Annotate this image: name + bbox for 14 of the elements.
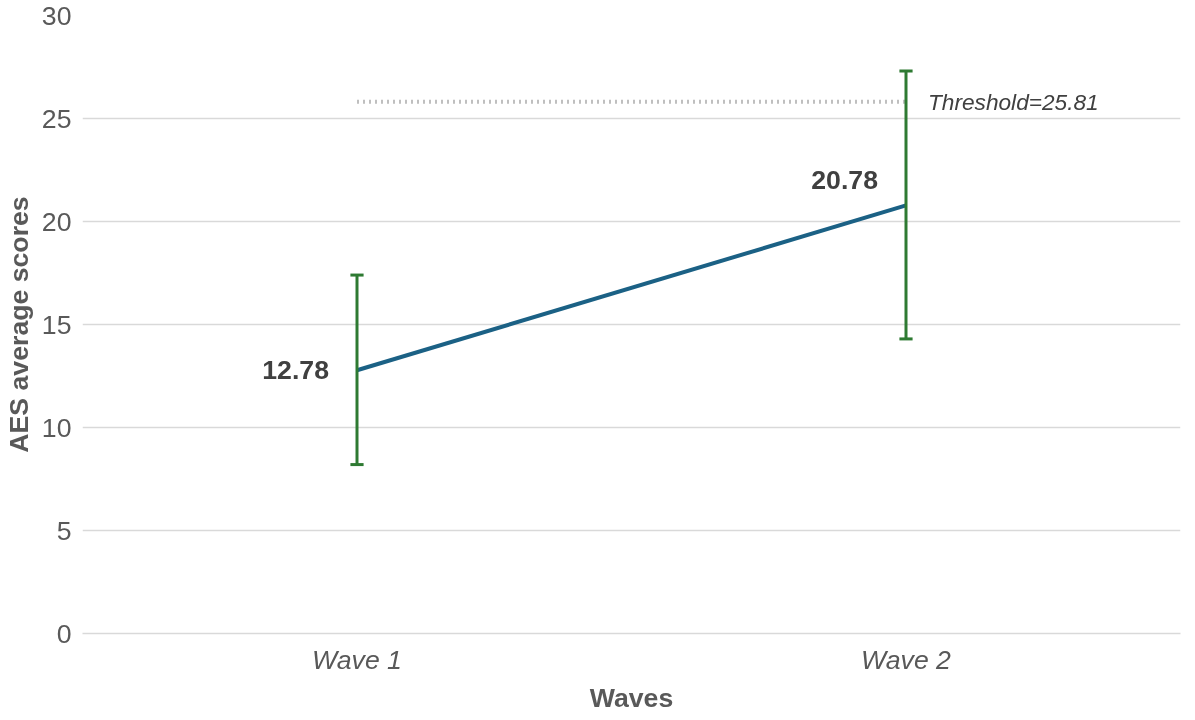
x-tick-label: Wave 1 xyxy=(312,644,402,675)
y-tick-label: 5 xyxy=(56,515,72,546)
x-tick-label: Wave 2 xyxy=(861,644,952,675)
data-label: 20.78 xyxy=(811,165,879,196)
y-axis-title: AES average scores xyxy=(3,196,34,453)
y-tick-label: 10 xyxy=(41,412,72,443)
data-label: 12.78 xyxy=(262,355,330,386)
y-tick-label: 15 xyxy=(41,309,72,340)
y-tick-label: 20 xyxy=(41,206,72,237)
y-tick-label: 30 xyxy=(41,0,72,31)
x-axis-title: Waves xyxy=(589,682,674,713)
ref-line-label: Threshold=25.81 xyxy=(928,88,1099,115)
y-tick-label: 25 xyxy=(41,103,72,134)
y-tick-label: 0 xyxy=(56,618,72,649)
